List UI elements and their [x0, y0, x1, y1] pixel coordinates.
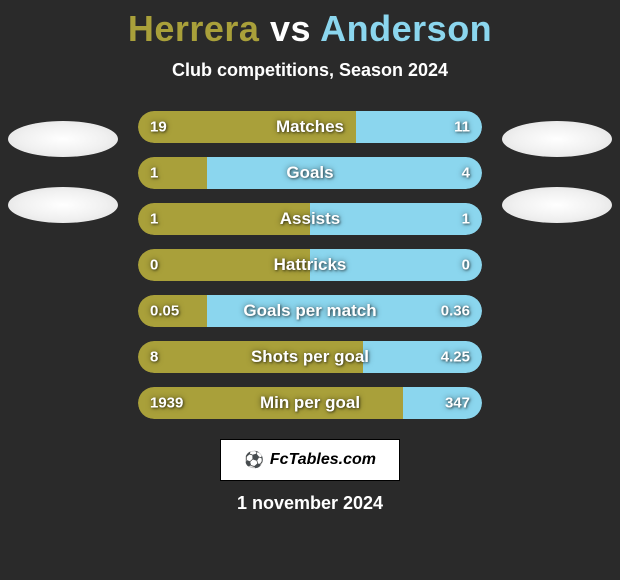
stat-right-value: 11 — [454, 119, 470, 136]
stat-label: Shots per goal — [251, 347, 369, 367]
right-avatars — [502, 111, 612, 223]
avatar-placeholder — [8, 187, 118, 223]
stat-left-value: 0 — [150, 257, 158, 274]
title-player2: Anderson — [320, 8, 492, 49]
stat-label: Assists — [280, 209, 340, 229]
stat-left-value: 1939 — [150, 395, 183, 412]
stat-left-value: 8 — [150, 349, 158, 366]
stat-right-value: 4.25 — [441, 349, 470, 366]
stat-bar: 1939 347 Min per goal — [138, 387, 482, 419]
stat-left-value: 1 — [150, 211, 158, 228]
stat-right-value: 347 — [445, 395, 470, 412]
avatar-placeholder — [502, 121, 612, 157]
logo-text: FcTables.com — [270, 451, 376, 469]
stat-label: Goals per match — [243, 301, 376, 321]
stat-right-value: 0.36 — [441, 303, 470, 320]
stat-label: Goals — [286, 163, 333, 183]
logo-icon: ⚽ — [244, 450, 264, 470]
bar-right-fill — [207, 157, 482, 189]
stat-label: Hattricks — [274, 255, 347, 275]
stat-bar: 1 1 Assists — [138, 203, 482, 235]
title-vs: vs — [270, 8, 311, 49]
comparison-card: Herrera vs Anderson Club competitions, S… — [0, 0, 620, 580]
stat-left-value: 0.05 — [150, 303, 179, 320]
avatar-placeholder — [8, 121, 118, 157]
page-title: Herrera vs Anderson — [0, 8, 620, 50]
stat-bar: 8 4.25 Shots per goal — [138, 341, 482, 373]
stat-right-value: 0 — [462, 257, 470, 274]
footer-date: 1 november 2024 — [0, 493, 620, 514]
stat-bar: 1 4 Goals — [138, 157, 482, 189]
stat-right-value: 4 — [462, 165, 470, 182]
stat-left-value: 19 — [150, 119, 167, 136]
stat-bar: 19 11 Matches — [138, 111, 482, 143]
stat-left-value: 1 — [150, 165, 158, 182]
stat-bars: 1911Matches14Goals11Assists00Hattricks0.… — [138, 111, 482, 419]
title-player1: Herrera — [128, 8, 260, 49]
left-avatars — [8, 111, 118, 223]
avatar-placeholder — [502, 187, 612, 223]
stat-label: Min per goal — [260, 393, 360, 413]
stat-bar: 0.05 0.36 Goals per match — [138, 295, 482, 327]
bar-right-fill — [403, 387, 482, 419]
stat-bar: 0 0 Hattricks — [138, 249, 482, 281]
subtitle: Club competitions, Season 2024 — [0, 60, 620, 81]
stat-right-value: 1 — [462, 211, 470, 228]
main-row: 1911Matches14Goals11Assists00Hattricks0.… — [0, 111, 620, 419]
bar-left-fill — [138, 157, 207, 189]
stat-label: Matches — [276, 117, 344, 137]
site-logo: ⚽ FcTables.com — [220, 439, 400, 481]
